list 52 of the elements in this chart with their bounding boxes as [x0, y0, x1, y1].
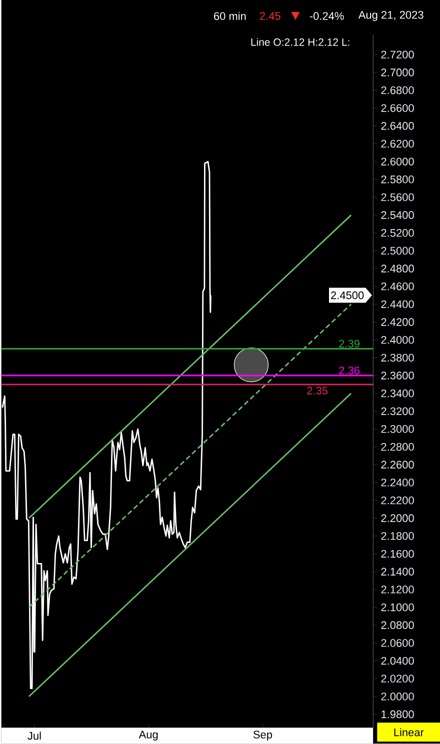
y-tick-label: 2.0200 — [381, 674, 414, 683]
y-tick-label: 2.1400 — [381, 568, 414, 576]
chart-title: 60 min — [214, 12, 246, 20]
y-tick-label: 2.2800 — [381, 442, 414, 451]
y-tick-label: 1.9800 — [381, 710, 414, 718]
y-tick-label: 2.5200 — [381, 229, 414, 237]
y-tick-label: 2.6000 — [381, 158, 414, 166]
y-tick-label: 2.2200 — [381, 496, 414, 504]
text: Aug 21, 2023 — [358, 11, 424, 21]
y-tick-label: 2.4600 — [381, 282, 414, 290]
y-tick-label: 2.5000 — [381, 246, 414, 255]
x-tick-label: Sep — [253, 730, 272, 741]
y-tick-label: 2.3200 — [381, 407, 414, 416]
y-tick-label: 2.2000 — [381, 514, 414, 522]
y-tick-label: 2.1800 — [381, 532, 414, 540]
y-tick-label: 2.3000 — [381, 425, 414, 433]
text: Linear — [394, 728, 424, 736]
y-tick-label: 2.0600 — [381, 639, 414, 647]
y-tick-label: 2.4800 — [381, 264, 414, 272]
y-tick-label: 2.1200 — [381, 586, 414, 594]
y-tick-label: 2.0000 — [381, 692, 414, 700]
y-tick-label: 2.6400 — [381, 122, 414, 130]
ref-line-label: 2.35 — [307, 386, 328, 394]
y-tick-label: 2.5800 — [381, 176, 414, 184]
y-tick-label: 2.5600 — [381, 193, 414, 202]
y-tick-label: 2.0800 — [381, 621, 414, 630]
y-tick-label: 2.4200 — [381, 318, 414, 326]
y-tick-label: 2.6800 — [381, 86, 414, 94]
text: 2.45 — [260, 12, 280, 20]
y-tick-label: 2.6600 — [381, 104, 414, 112]
y-tick-label: 2.3400 — [381, 389, 414, 398]
y-tick-label: 2.4000 — [381, 336, 414, 344]
ref-line-label: 2.39 — [339, 340, 360, 348]
y-tick-label: 2.0400 — [381, 656, 414, 665]
x-tick-label: Aug — [138, 730, 158, 741]
y-tick-label: 2.6200 — [381, 140, 414, 148]
chart-subtitle: Line O:2.12 H:2.12 L: — [251, 38, 350, 46]
line-series — [2, 160, 212, 690]
text: -0.24% — [310, 12, 344, 20]
y-tick-label: 2.5400 — [381, 211, 414, 219]
y-tick-label: 2.2600 — [381, 460, 414, 469]
y-tick-label: 2.3800 — [381, 354, 414, 362]
x-tick-label: Jul — [28, 732, 41, 740]
y-tick-label: 2.1600 — [381, 550, 414, 558]
y-tick-label: 2.4400 — [381, 300, 414, 308]
annotation: 2.4500 — [330, 291, 364, 300]
y-tick-label: 2.7200 — [381, 50, 414, 58]
ref-line-label: 2.36 — [339, 366, 360, 374]
y-tick-label: 2.2400 — [381, 478, 414, 486]
y-tick-label: 2.7000 — [381, 68, 414, 76]
y-tick-label: 2.3600 — [381, 372, 414, 380]
y-tick-label: 2.1000 — [381, 603, 414, 612]
